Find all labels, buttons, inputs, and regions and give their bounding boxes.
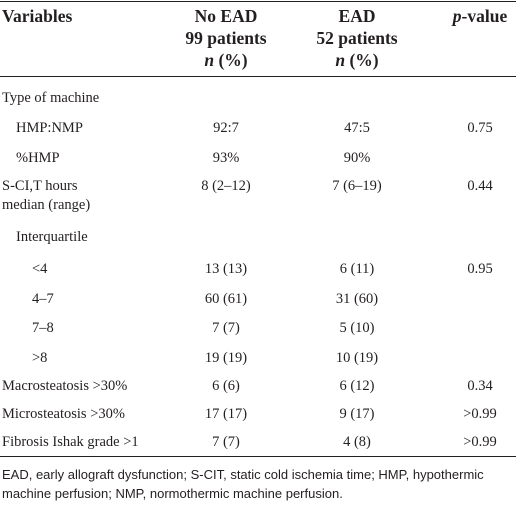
row-macrosteatosis-ead: 6 (12) (339, 378, 375, 394)
row-label-microsteatosis: Microsteatosis >30% (2, 406, 125, 422)
row-scit-no-ead: 8 (2–12) (201, 178, 251, 194)
header-no-ead-n: n (204, 50, 215, 70)
header-no-ead-line1: No EAD (194, 6, 258, 26)
row-label-hmp-nmp: HMP:NMP (16, 120, 83, 136)
row-fibrosis-p: >0.99 (463, 434, 497, 450)
row-label-type-of-machine: Type of machine (2, 90, 100, 106)
row-pct-hmp-no-ead: 93% (212, 150, 240, 166)
table-top-rule (0, 1, 516, 2)
header-p-italic: p (452, 6, 462, 26)
row-label-7-8: 7–8 (32, 320, 54, 336)
row-lt4-p: 0.95 (467, 261, 493, 277)
table-header-rule (0, 76, 516, 77)
header-no-ead: No EAD 99 patients n (%) (156, 5, 296, 71)
header-ead-line3: n (%) (287, 49, 427, 71)
header-p-rest: -value (461, 6, 508, 26)
header-ead-pct: (%) (345, 50, 379, 70)
row-pct-hmp-ead: 90% (343, 150, 371, 166)
header-ead-line1: EAD (338, 6, 376, 26)
row-macrosteatosis-no-ead: 6 (6) (212, 378, 240, 394)
row-microsteatosis-ead: 9 (17) (339, 406, 375, 422)
row-hmp-nmp-no-ead: 92:7 (213, 120, 239, 136)
row-lt4-no-ead: 13 (13) (204, 261, 248, 277)
row-gt8-ead: 10 (19) (335, 350, 379, 366)
row-macrosteatosis-p: 0.34 (467, 378, 493, 394)
header-ead: EAD 52 patients n (%) (287, 5, 427, 71)
row-scit-ead: 7 (6–19) (332, 178, 382, 194)
table-bottom-rule (0, 456, 516, 457)
row-label-scit-line2: median (range) (2, 197, 91, 213)
row-label-macrosteatosis: Macrosteatosis >30% (2, 378, 128, 394)
row-hmp-nmp-ead: 47:5 (344, 120, 370, 136)
row-7-8-ead: 5 (10) (339, 320, 375, 336)
row-hmp-nmp-p: 0.75 (467, 120, 493, 136)
row-microsteatosis-p: >0.99 (463, 406, 497, 422)
header-ead-line2: 52 patients (316, 28, 398, 48)
row-4-7-no-ead: 60 (61) (204, 291, 248, 307)
row-label-4-7: 4–7 (32, 291, 54, 307)
row-microsteatosis-no-ead: 17 (17) (204, 406, 248, 422)
row-lt4-ead: 6 (11) (339, 261, 375, 277)
row-fibrosis-ead: 4 (8) (343, 434, 371, 450)
header-p-value: p-value (440, 5, 516, 27)
row-label-scit: S-CI,T hours (2, 178, 78, 194)
row-gt8-no-ead: 19 (19) (204, 350, 248, 366)
header-variables: Variables (2, 6, 73, 26)
row-label-pct-hmp: %HMP (16, 150, 60, 166)
table-footnote: EAD, early allograft dysfunction; S-CIT,… (2, 467, 484, 501)
row-4-7-ead: 31 (60) (335, 291, 379, 307)
header-no-ead-line3: n (%) (156, 49, 296, 71)
header-no-ead-pct: (%) (214, 50, 248, 70)
row-fibrosis-no-ead: 7 (7) (212, 434, 240, 450)
row-label-fibrosis: Fibrosis Ishak grade >1 (2, 434, 139, 450)
header-ead-n: n (335, 50, 346, 70)
row-label-lt4: <4 (32, 261, 48, 277)
row-label-interquartile: Interquartile (16, 229, 88, 245)
header-no-ead-line2: 99 patients (185, 28, 267, 48)
row-scit-p: 0.44 (467, 178, 493, 194)
row-7-8-no-ead: 7 (7) (212, 320, 240, 336)
row-label-gt8: >8 (32, 350, 48, 366)
